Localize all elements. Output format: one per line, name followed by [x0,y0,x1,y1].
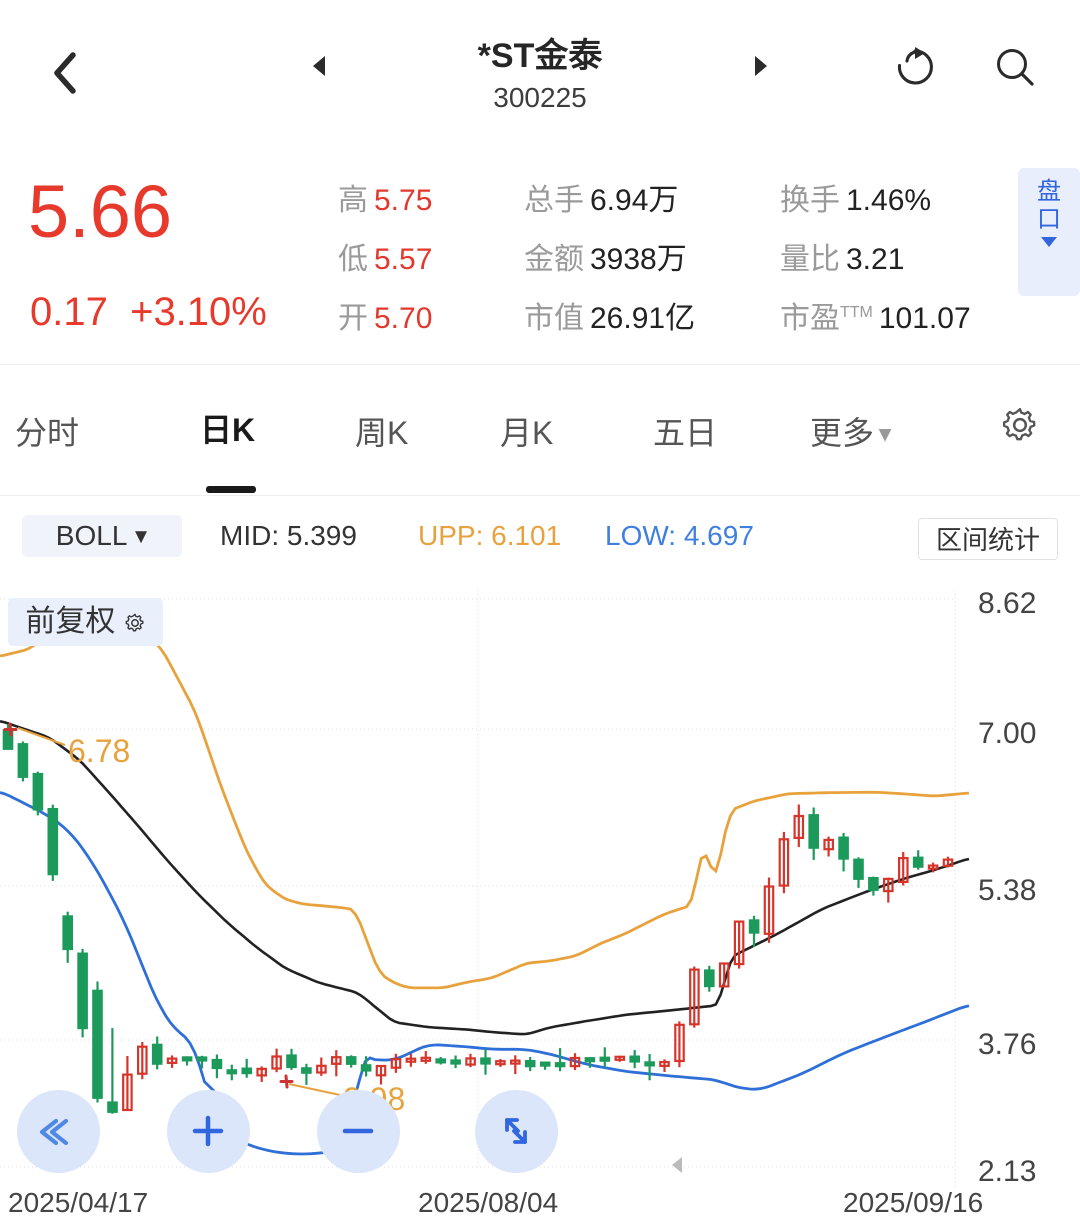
svg-text:6.78: 6.78 [68,733,130,769]
